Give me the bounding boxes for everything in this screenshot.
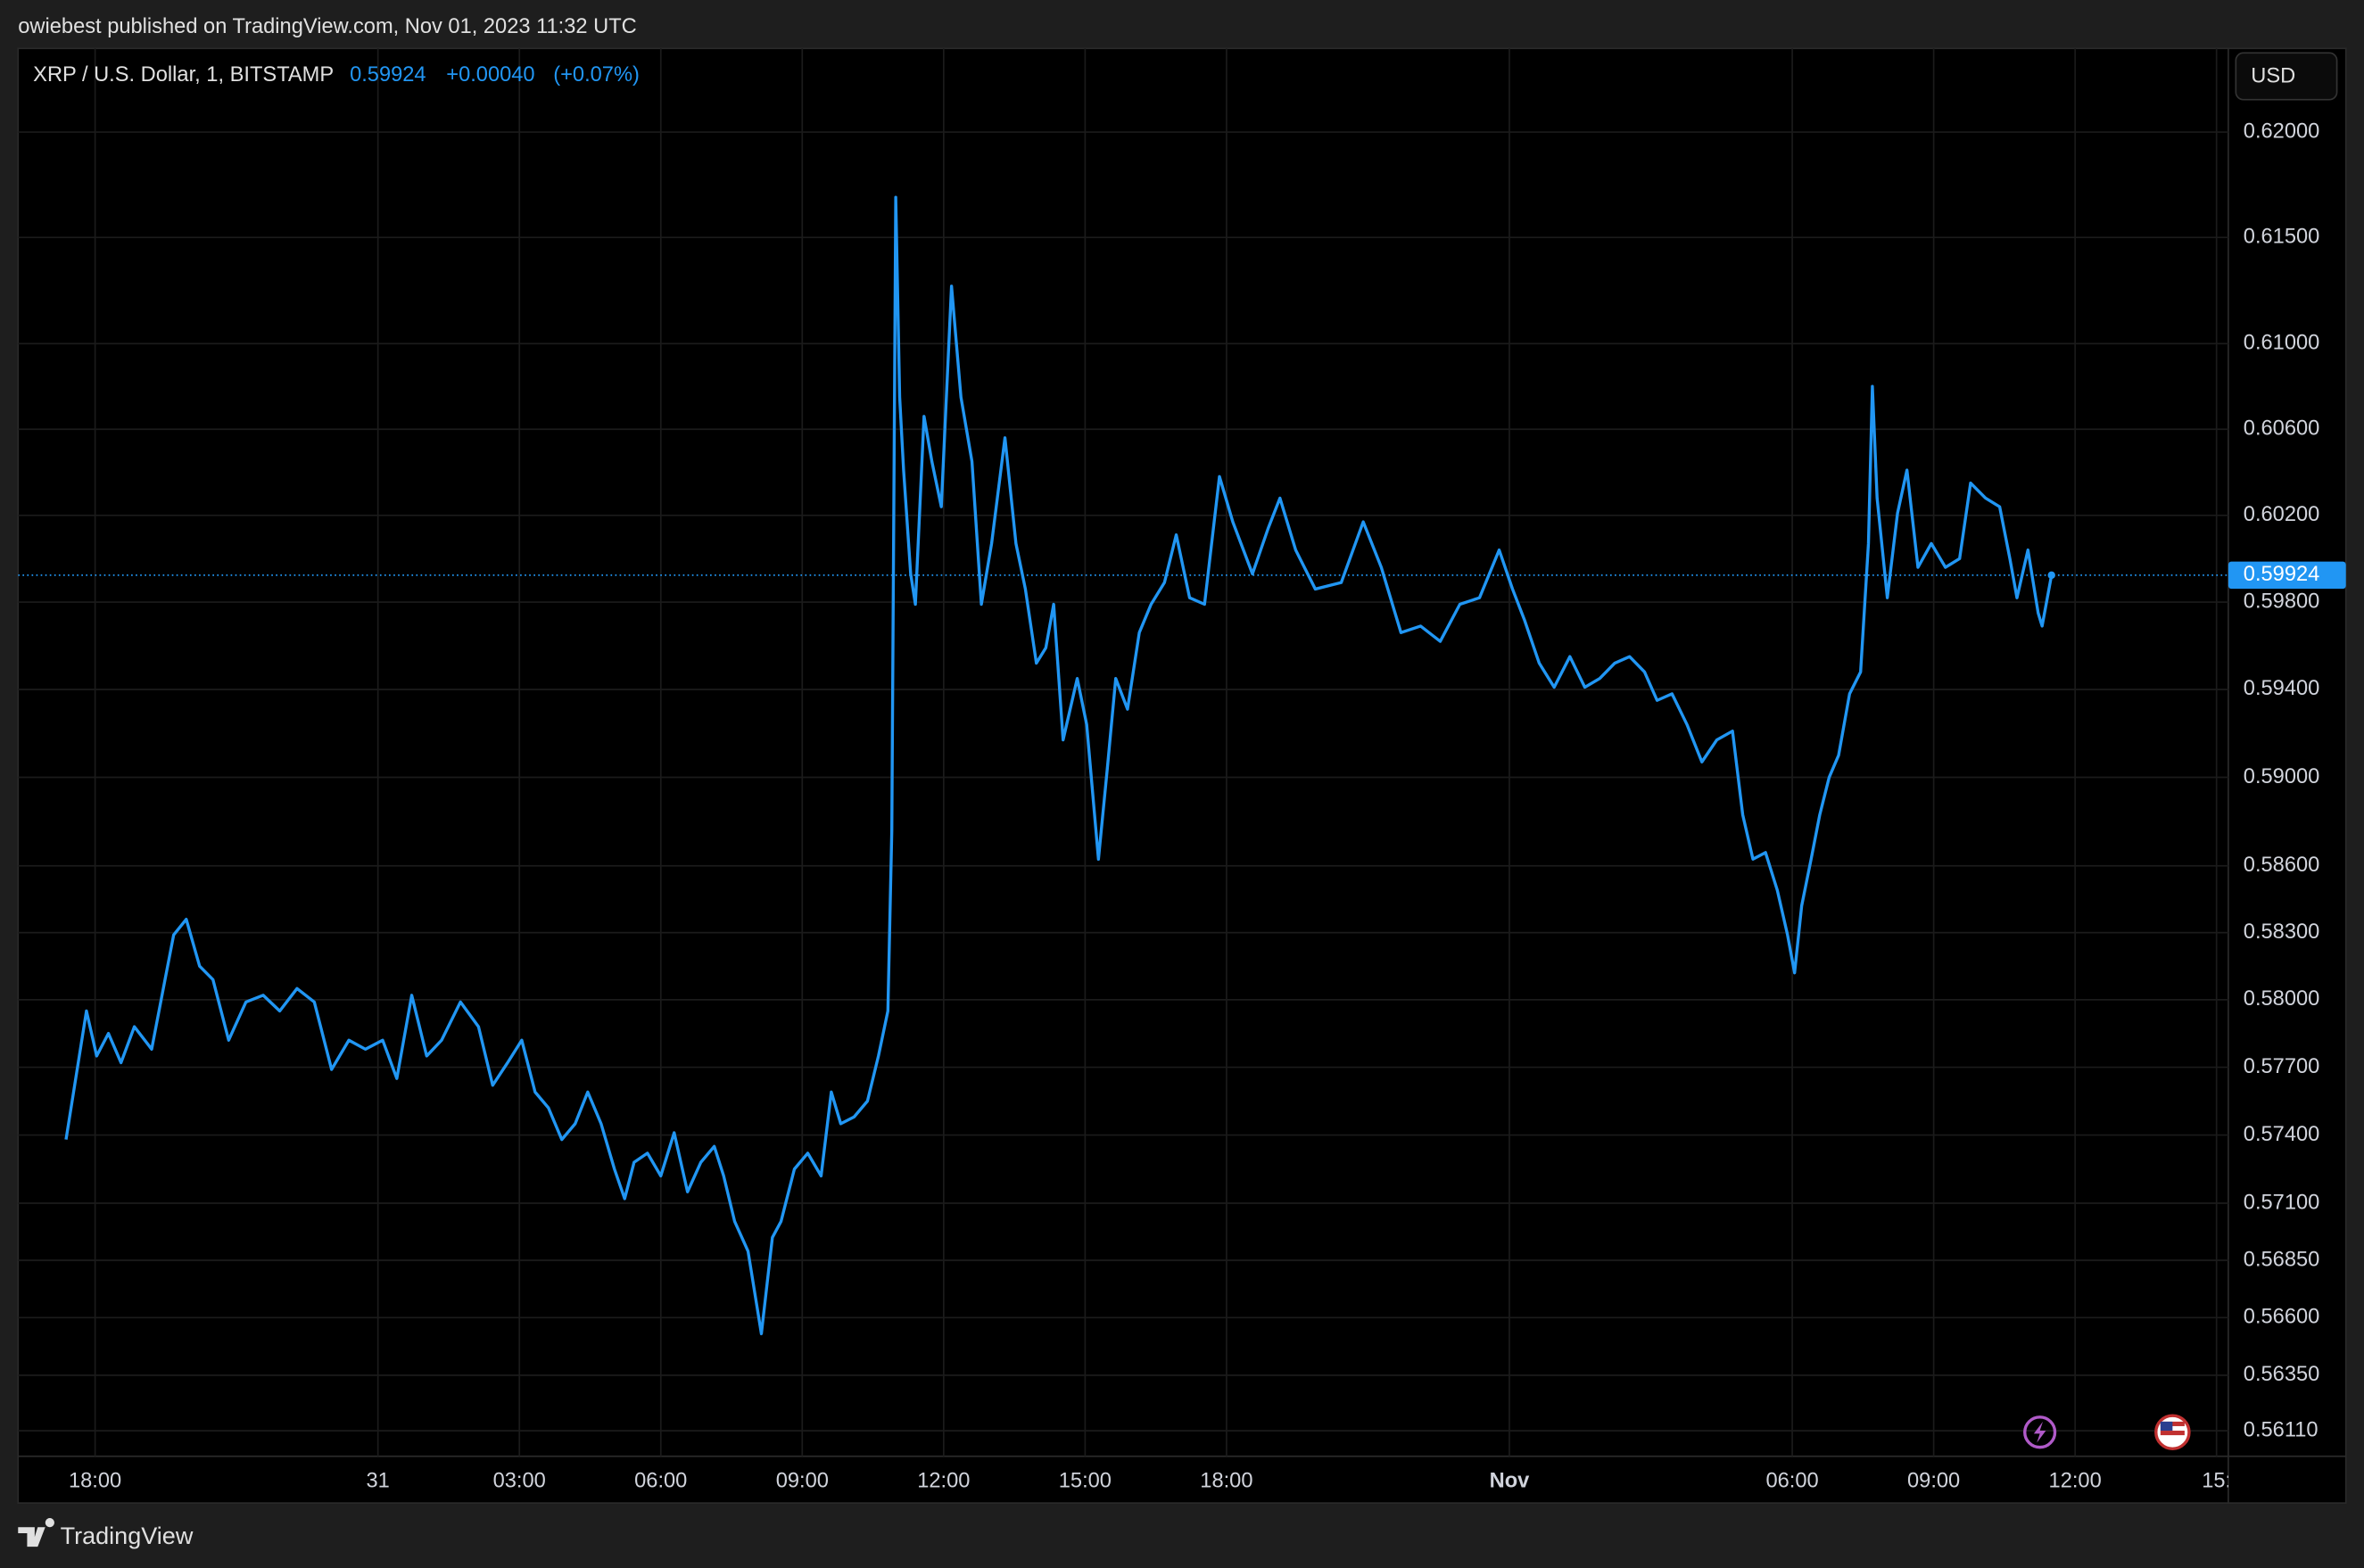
flag-stripe: [2160, 1431, 2185, 1436]
x-tick-label: 06:00: [634, 1470, 687, 1493]
y-tick-label: 0.58000: [2244, 987, 2320, 1011]
x-tick-label: 09:00: [1907, 1470, 1960, 1493]
y-tick-label: 0.59000: [2244, 765, 2320, 788]
x-tick-label: Nov: [1490, 1470, 1531, 1493]
y-tick-label: 0.60600: [2244, 417, 2320, 440]
y-tick-label: 0.58300: [2244, 920, 2320, 944]
y-tick-label: 0.62000: [2244, 120, 2320, 143]
x-tick-label: 03:00: [493, 1470, 546, 1493]
price-change-pct: (+0.07%): [553, 63, 640, 87]
last-price-tag-label: 0.59924: [2244, 563, 2320, 586]
last-price: 0.59924: [350, 63, 426, 87]
y-tick-label: 0.56350: [2244, 1363, 2320, 1386]
y-tick-label: 0.58600: [2244, 854, 2320, 877]
y-tick-label: 0.57700: [2244, 1055, 2320, 1078]
x-tick-label: 15:: [2202, 1470, 2231, 1493]
y-tick-label: 0.56110: [2244, 1418, 2319, 1441]
symbol-name: XRP / U.S. Dollar, 1, BITSTAMP: [33, 63, 334, 87]
flag-canton: [2160, 1421, 2173, 1432]
y-tick-label: 0.57400: [2244, 1123, 2320, 1146]
chart-panel: [17, 47, 2347, 1504]
last-price-tag: [2228, 561, 2346, 590]
y-tick-label: 0.59400: [2244, 677, 2320, 700]
y-tick-label: 0.61000: [2244, 332, 2320, 355]
y-tick-label: 0.56850: [2244, 1248, 2320, 1271]
icon-bolt: [2033, 1421, 2046, 1443]
brand-name: TradingView: [61, 1523, 194, 1549]
y-tick-label: 0.56600: [2244, 1306, 2320, 1329]
x-tick-label: 31: [367, 1470, 390, 1493]
icon-ring: [2023, 1415, 2057, 1449]
x-tick-label: 18:00: [1200, 1470, 1252, 1493]
brand-logo: [18, 1518, 54, 1547]
x-tick-label: 09:00: [776, 1470, 829, 1493]
y-tick-label: 0.60200: [2244, 503, 2320, 526]
x-tick-label: 12:00: [2049, 1470, 2102, 1493]
x-tick-label: 15:00: [1059, 1470, 1112, 1493]
y-tick-label: 0.59800: [2244, 590, 2320, 613]
currency-button[interactable]: [2235, 52, 2338, 101]
flag-icon[interactable]: [2154, 1414, 2191, 1451]
price-line: [64, 195, 2054, 1336]
y-tick-label: 0.57100: [2244, 1191, 2320, 1214]
x-tick-label: 12:00: [917, 1470, 970, 1493]
x-tick-label: 18:00: [69, 1470, 121, 1493]
price-change: +0.00040: [446, 63, 534, 87]
currency-label[interactable]: USD: [2251, 65, 2295, 88]
last-point: [2047, 571, 2055, 580]
lightning-icon[interactable]: [2023, 1415, 2057, 1449]
x-tick-label: 06:00: [1765, 1470, 1818, 1493]
header-title: owiebest published on TradingView.com, N…: [18, 15, 636, 38]
y-tick-label: 0.61500: [2244, 225, 2320, 248]
